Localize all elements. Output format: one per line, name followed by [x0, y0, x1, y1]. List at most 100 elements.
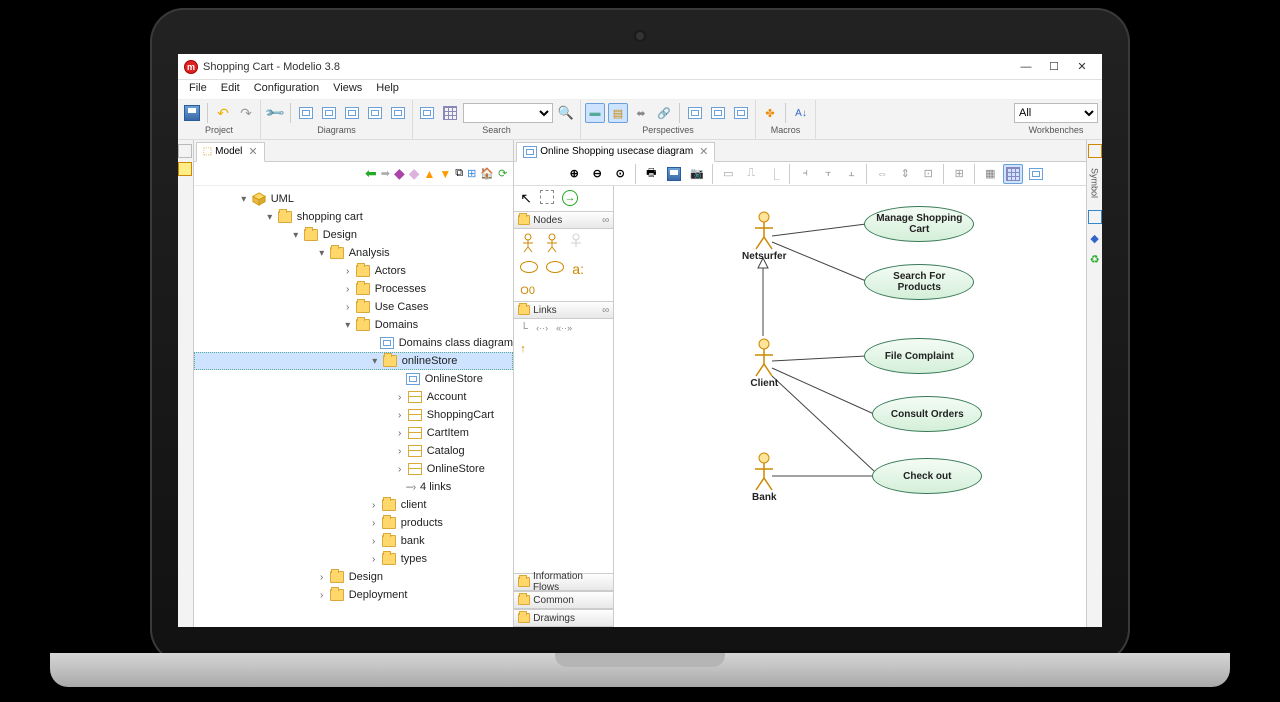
palette-link3[interactable]: «··»: [556, 323, 572, 335]
actor-client[interactable]: Client: [739, 338, 789, 389]
tree-uml[interactable]: UML: [268, 193, 294, 205]
redo-button[interactable]: ↷: [236, 103, 256, 123]
align-1[interactable]: ▭: [718, 164, 738, 184]
perspective-link[interactable]: 🔗: [654, 103, 674, 123]
actor-netsurfer[interactable]: Netsurfer: [739, 211, 789, 262]
palette-actor3-icon[interactable]: [568, 233, 584, 253]
tree-onlinestore2[interactable]: OnlineStore: [424, 463, 485, 475]
palette-link2[interactable]: ‹··›: [536, 323, 548, 335]
tree-4links[interactable]: 4 links: [417, 481, 451, 493]
zoom-in[interactable]: ⊕: [564, 164, 584, 184]
perspective-2[interactable]: ▤: [608, 103, 628, 123]
menu-configuration[interactable]: Configuration: [247, 80, 326, 99]
perspective-3[interactable]: ⬌: [631, 103, 651, 123]
close-button[interactable]: ✕: [1068, 56, 1096, 78]
tab-model-close[interactable]: ✕: [248, 145, 257, 158]
gutter-icon-2[interactable]: [178, 162, 192, 176]
perspective-1[interactable]: ▬: [585, 103, 605, 123]
usecase-consult[interactable]: Consult Orders: [872, 396, 982, 432]
tree-home[interactable]: 🏠: [480, 167, 494, 180]
tree-catalog[interactable]: Catalog: [424, 445, 465, 457]
align-3[interactable]: ⎿: [764, 164, 784, 184]
usecase-checkout[interactable]: Check out: [872, 458, 982, 494]
grid-3[interactable]: [1026, 164, 1046, 184]
tool-marquee[interactable]: [540, 190, 554, 204]
align-4[interactable]: ⫞: [795, 164, 815, 184]
palette-text-icon[interactable]: a:: [572, 261, 584, 277]
tab-model[interactable]: ⬚ Model ✕: [196, 142, 265, 162]
gutter-icon-1[interactable]: [178, 144, 192, 158]
grid-1[interactable]: ▦: [980, 164, 1000, 184]
tree-analysis[interactable]: Analysis: [346, 247, 390, 259]
tree-client[interactable]: client: [398, 499, 427, 511]
diagram-btn-5[interactable]: [388, 103, 408, 123]
menu-edit[interactable]: Edit: [214, 80, 247, 99]
nav-diamond-r[interactable]: ◆: [409, 165, 420, 182]
palette-links-header[interactable]: Links∞: [514, 301, 613, 319]
menu-file[interactable]: File: [182, 80, 214, 99]
tree-types[interactable]: types: [398, 553, 427, 565]
dist-2[interactable]: ⇕: [895, 164, 915, 184]
usecase-search[interactable]: Search For Products: [864, 264, 974, 300]
nav-down[interactable]: ▼: [439, 167, 451, 181]
menu-views[interactable]: Views: [326, 80, 369, 99]
palette-drawings-header[interactable]: Drawings: [514, 609, 613, 627]
zoom-out[interactable]: ⊖: [587, 164, 607, 184]
diagram-btn-4[interactable]: [365, 103, 385, 123]
tree-products[interactable]: products: [398, 517, 443, 529]
usecase-complaint[interactable]: File Complaint: [864, 338, 974, 374]
tree-onlinestore-pkg[interactable]: onlineStore: [399, 355, 458, 367]
tree-btn-2[interactable]: ⊞: [467, 167, 476, 180]
tree-processes[interactable]: Processes: [372, 283, 426, 295]
search-button[interactable]: 🔍: [556, 103, 576, 123]
maximize-button[interactable]: ☐: [1040, 56, 1068, 78]
nav-up[interactable]: ▲: [424, 167, 436, 181]
workbench-select[interactable]: All: [1014, 103, 1098, 123]
tree-domains[interactable]: Domains: [372, 319, 418, 331]
tree-shopping-cart[interactable]: shopping cart: [294, 211, 363, 223]
tab-diagram-close[interactable]: ✕: [699, 145, 708, 158]
search-combo[interactable]: [463, 103, 553, 123]
save-button[interactable]: [182, 103, 202, 123]
perspective-6[interactable]: [731, 103, 751, 123]
tree-deployment[interactable]: Deployment: [346, 589, 408, 601]
align-6[interactable]: ⫠: [841, 164, 861, 184]
snapshot[interactable]: 📷: [687, 164, 707, 184]
minimize-button[interactable]: —: [1012, 56, 1040, 78]
model-tree[interactable]: ▾ UML ▾shopping cart ▾Design ▾Analysis ›…: [194, 186, 514, 627]
tree-account[interactable]: Account: [424, 391, 467, 403]
tree-onlinestore-cls[interactable]: OnlineStore: [422, 373, 483, 385]
diagram-canvas[interactable]: Netsurfer Client Bank Manage Shopping Ca…: [614, 186, 1086, 627]
tree-actors[interactable]: Actors: [372, 265, 406, 277]
palette-actor-icon[interactable]: [520, 233, 536, 253]
diagram-btn-2[interactable]: [319, 103, 339, 123]
palette-nodes-header[interactable]: Nodes∞: [514, 211, 613, 229]
tool-select[interactable]: ↖: [520, 190, 532, 207]
diagram-btn-1[interactable]: [296, 103, 316, 123]
tool-wrench[interactable]: 🔧: [265, 103, 285, 123]
save-diagram[interactable]: [664, 164, 684, 184]
zoom-fit[interactable]: ⊙: [610, 164, 630, 184]
dist-3[interactable]: ⊡: [918, 164, 938, 184]
nav-back[interactable]: ⬅: [365, 165, 377, 182]
tree-bank[interactable]: bank: [398, 535, 425, 547]
palette-o0-icon[interactable]: O0: [520, 285, 535, 297]
dist-4[interactable]: ⊞: [949, 164, 969, 184]
search-mode-2[interactable]: [440, 103, 460, 123]
tree-btn-3[interactable]: ⟳: [498, 167, 507, 180]
actor-bank[interactable]: Bank: [739, 452, 789, 503]
palette-actor2-icon[interactable]: [544, 233, 560, 253]
right-icon-1[interactable]: [1088, 144, 1102, 158]
search-mode-1[interactable]: [417, 103, 437, 123]
grid-toggle[interactable]: [1003, 164, 1023, 184]
tree-design2[interactable]: Design: [346, 571, 383, 583]
nav-fwd[interactable]: ➡: [381, 167, 390, 180]
tree-usecases[interactable]: Use Cases: [372, 301, 429, 313]
tree-shoppingcart[interactable]: ShoppingCart: [424, 409, 494, 421]
palette-inherit-icon[interactable]: ↑: [520, 343, 526, 355]
print[interactable]: 🖶: [641, 164, 661, 184]
tree-cartitem[interactable]: CartItem: [424, 427, 469, 439]
right-icon-3[interactable]: ◆: [1090, 232, 1098, 245]
palette-infoflows-header[interactable]: Information Flows: [514, 573, 613, 591]
undo-button[interactable]: ↶: [213, 103, 233, 123]
